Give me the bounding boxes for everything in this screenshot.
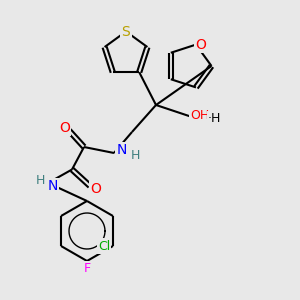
Text: H: H xyxy=(131,149,140,163)
Text: O: O xyxy=(91,182,101,196)
Text: ·H: ·H xyxy=(208,112,221,125)
Text: N: N xyxy=(47,179,58,193)
Text: H: H xyxy=(36,173,45,187)
Text: O: O xyxy=(195,38,206,52)
Text: F: F xyxy=(83,262,91,275)
Text: OH: OH xyxy=(190,109,209,122)
Text: S: S xyxy=(122,25,130,38)
Text: Cl: Cl xyxy=(98,239,110,253)
Text: O: O xyxy=(59,121,70,134)
Text: N: N xyxy=(116,143,127,157)
